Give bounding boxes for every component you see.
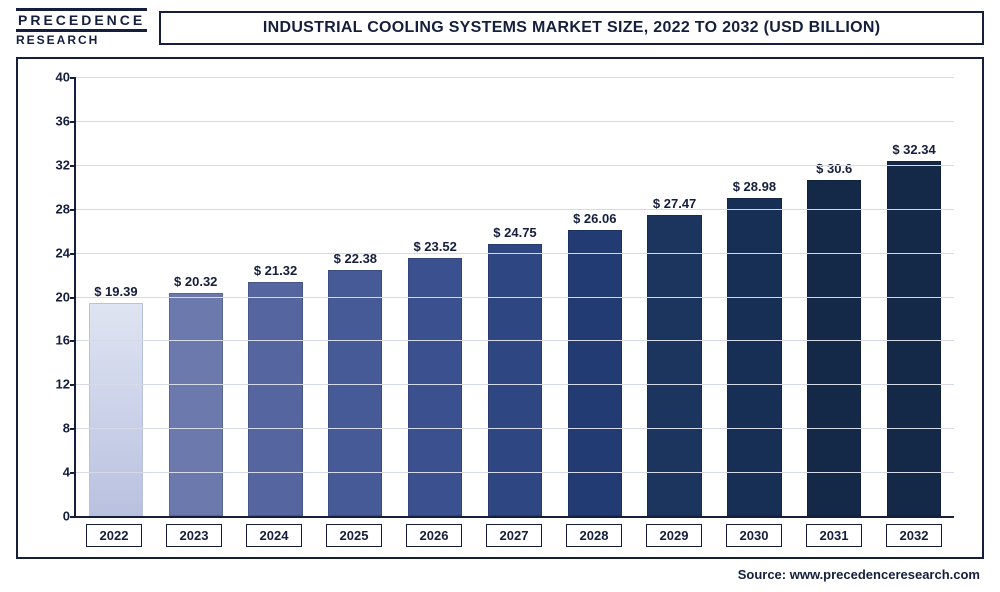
- gridline: [76, 472, 954, 473]
- x-category: 2029: [634, 524, 714, 547]
- ytick-mark: [70, 121, 76, 123]
- x-category-label: 2027: [486, 524, 542, 547]
- bar: [807, 180, 861, 516]
- ytick-label: 32: [42, 157, 70, 172]
- ytick-mark: [70, 209, 76, 211]
- x-category-label: 2028: [566, 524, 622, 547]
- x-category: 2025: [314, 524, 394, 547]
- plot-area: $ 19.39$ 20.32$ 21.32$ 22.38$ 23.52$ 24.…: [74, 77, 954, 518]
- ytick-label: 8: [42, 421, 70, 436]
- ytick-label: 4: [42, 465, 70, 480]
- ytick-mark: [70, 428, 76, 430]
- x-category-label: 2022: [86, 524, 142, 547]
- ytick-mark: [70, 340, 76, 342]
- x-axis: 2022 2023 2024 2025 2026 2027 2028 2029 2030 2031…: [74, 524, 954, 547]
- bar-value-label: $ 28.98: [733, 179, 776, 194]
- bar: [647, 215, 701, 516]
- ytick-mark: [70, 472, 76, 474]
- x-category: 2026: [394, 524, 474, 547]
- bar-value-label: $ 30.6: [816, 161, 852, 176]
- gridline: [76, 428, 954, 429]
- x-category: 2032: [874, 524, 954, 547]
- x-category-label: 2023: [166, 524, 222, 547]
- x-category: 2028: [554, 524, 634, 547]
- ytick-label: 28: [42, 201, 70, 216]
- gridline: [76, 340, 954, 341]
- gridline: [76, 121, 954, 122]
- bar: [727, 198, 781, 516]
- ytick-label: 36: [42, 113, 70, 128]
- ytick-mark: [70, 516, 76, 518]
- gridline: [76, 77, 954, 78]
- ytick-mark: [70, 297, 76, 299]
- gridline: [76, 384, 954, 385]
- brand-logo: PRECEDENCE RESEARCH: [16, 8, 147, 47]
- bar: [488, 244, 542, 516]
- chart-title: INDUSTRIAL COOLING SYSTEMS MARKET SIZE, …: [159, 11, 984, 45]
- gridline: [76, 253, 954, 254]
- gridline: [76, 209, 954, 210]
- x-category-label: 2024: [246, 524, 302, 547]
- ytick-label: 24: [42, 245, 70, 260]
- bar-value-label: $ 21.32: [254, 263, 297, 278]
- ytick-label: 16: [42, 333, 70, 348]
- source-text: Source: www.precedenceresearch.com: [0, 565, 1000, 592]
- bar: [887, 161, 941, 516]
- bar-value-label: $ 20.32: [174, 274, 217, 289]
- x-category: 2027: [474, 524, 554, 547]
- gridline: [76, 297, 954, 298]
- x-category-label: 2026: [406, 524, 462, 547]
- bar: [328, 270, 382, 516]
- ytick-mark: [70, 253, 76, 255]
- ytick-mark: [70, 77, 76, 79]
- x-category: 2022: [74, 524, 154, 547]
- bar-value-label: $ 26.06: [573, 211, 616, 226]
- x-category: 2023: [154, 524, 234, 547]
- ytick-mark: [70, 165, 76, 167]
- x-category: 2031: [794, 524, 874, 547]
- x-category: 2030: [714, 524, 794, 547]
- logo-line2: RESEARCH: [16, 33, 99, 47]
- ytick-mark: [70, 384, 76, 386]
- bar: [169, 293, 223, 516]
- chart-container: $ 19.39$ 20.32$ 21.32$ 22.38$ 23.52$ 24.…: [16, 57, 984, 559]
- x-category-label: 2029: [646, 524, 702, 547]
- ytick-label: 20: [42, 289, 70, 304]
- bar: [248, 282, 302, 516]
- x-category: 2024: [234, 524, 314, 547]
- bar: [568, 230, 622, 516]
- gridline: [76, 165, 954, 166]
- bar-value-label: $ 22.38: [334, 251, 377, 266]
- x-category-label: 2030: [726, 524, 782, 547]
- logo-line1: PRECEDENCE: [16, 8, 147, 32]
- x-category-label: 2025: [326, 524, 382, 547]
- ytick-label: 12: [42, 377, 70, 392]
- ytick-label: 40: [42, 70, 70, 85]
- ytick-label: 0: [42, 509, 70, 524]
- x-category-label: 2031: [806, 524, 862, 547]
- x-category-label: 2032: [886, 524, 942, 547]
- bar-value-label: $ 32.34: [892, 142, 935, 157]
- bar-value-label: $ 24.75: [493, 225, 536, 240]
- bar: [89, 303, 143, 516]
